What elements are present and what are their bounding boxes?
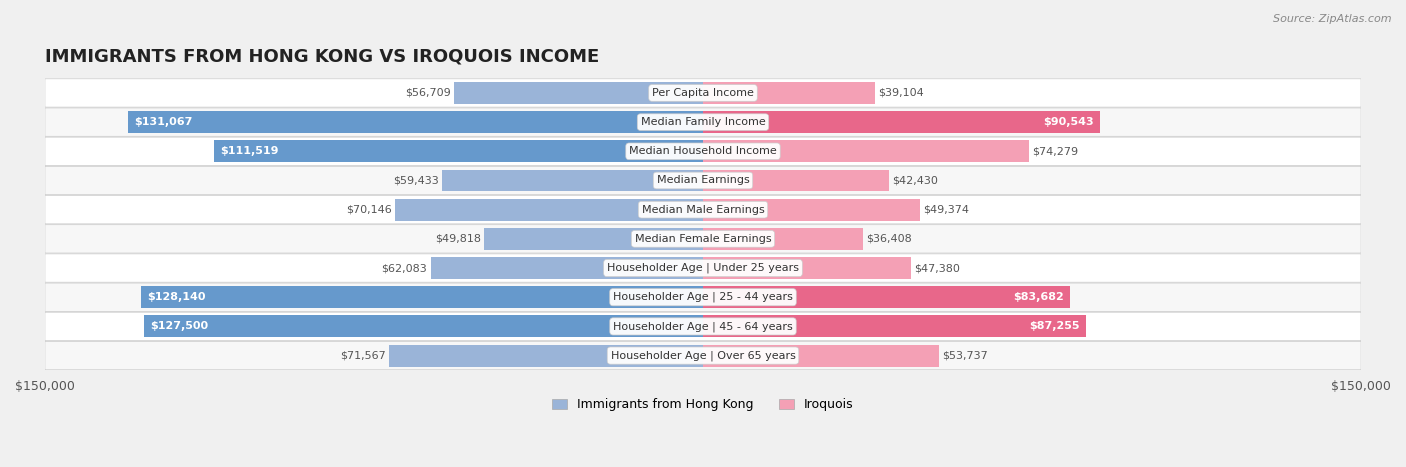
Text: $56,709: $56,709	[405, 88, 451, 98]
Text: $87,255: $87,255	[1029, 321, 1080, 332]
Text: IMMIGRANTS FROM HONG KONG VS IROQUOIS INCOME: IMMIGRANTS FROM HONG KONG VS IROQUOIS IN…	[45, 48, 599, 66]
Text: Median Male Earnings: Median Male Earnings	[641, 205, 765, 215]
Text: Median Family Income: Median Family Income	[641, 117, 765, 127]
Text: Per Capita Income: Per Capita Income	[652, 88, 754, 98]
Bar	[128, 111, 703, 133]
Text: $74,279: $74,279	[1032, 146, 1078, 156]
Text: Householder Age | 45 - 64 years: Householder Age | 45 - 64 years	[613, 321, 793, 332]
Text: $128,140: $128,140	[148, 292, 205, 302]
FancyBboxPatch shape	[45, 312, 1361, 340]
FancyBboxPatch shape	[45, 341, 1361, 370]
Text: Median Earnings: Median Earnings	[657, 176, 749, 185]
Text: $47,380: $47,380	[914, 263, 960, 273]
Bar	[214, 141, 703, 162]
FancyBboxPatch shape	[45, 283, 1361, 311]
Text: Householder Age | Under 25 years: Householder Age | Under 25 years	[607, 263, 799, 273]
Text: $111,519: $111,519	[221, 146, 278, 156]
Bar	[703, 141, 1029, 162]
Bar	[143, 315, 703, 337]
FancyBboxPatch shape	[45, 108, 1361, 136]
Text: Householder Age | Over 65 years: Householder Age | Over 65 years	[610, 350, 796, 361]
Bar	[703, 315, 1085, 337]
Text: $83,682: $83,682	[1012, 292, 1063, 302]
Bar	[395, 199, 703, 220]
FancyBboxPatch shape	[45, 254, 1361, 282]
Bar	[703, 82, 875, 104]
Text: $59,433: $59,433	[394, 176, 439, 185]
Text: Median Female Earnings: Median Female Earnings	[634, 234, 772, 244]
Text: $71,567: $71,567	[340, 351, 385, 361]
FancyBboxPatch shape	[45, 79, 1361, 107]
Text: $62,083: $62,083	[381, 263, 427, 273]
Text: Householder Age | 25 - 44 years: Householder Age | 25 - 44 years	[613, 292, 793, 303]
Text: $49,818: $49,818	[434, 234, 481, 244]
FancyBboxPatch shape	[45, 166, 1361, 195]
Text: $39,104: $39,104	[877, 88, 924, 98]
Text: $49,374: $49,374	[922, 205, 969, 215]
Bar	[703, 345, 939, 367]
Text: $90,543: $90,543	[1043, 117, 1094, 127]
FancyBboxPatch shape	[45, 137, 1361, 165]
Text: $36,408: $36,408	[866, 234, 911, 244]
Bar	[703, 170, 889, 191]
Text: $53,737: $53,737	[942, 351, 988, 361]
Bar	[430, 257, 703, 279]
Text: $42,430: $42,430	[893, 176, 938, 185]
FancyBboxPatch shape	[45, 225, 1361, 253]
Text: Median Household Income: Median Household Income	[628, 146, 778, 156]
Bar	[703, 111, 1101, 133]
Bar	[443, 170, 703, 191]
Bar	[389, 345, 703, 367]
Bar	[703, 286, 1070, 308]
Text: Source: ZipAtlas.com: Source: ZipAtlas.com	[1274, 14, 1392, 24]
Text: $127,500: $127,500	[150, 321, 208, 332]
FancyBboxPatch shape	[45, 196, 1361, 224]
Bar	[454, 82, 703, 104]
Text: $131,067: $131,067	[135, 117, 193, 127]
Bar	[485, 228, 703, 250]
Text: $70,146: $70,146	[346, 205, 392, 215]
Bar	[703, 199, 920, 220]
Bar	[141, 286, 703, 308]
Bar	[703, 228, 863, 250]
Bar	[703, 257, 911, 279]
Legend: Immigrants from Hong Kong, Iroquois: Immigrants from Hong Kong, Iroquois	[547, 394, 859, 417]
